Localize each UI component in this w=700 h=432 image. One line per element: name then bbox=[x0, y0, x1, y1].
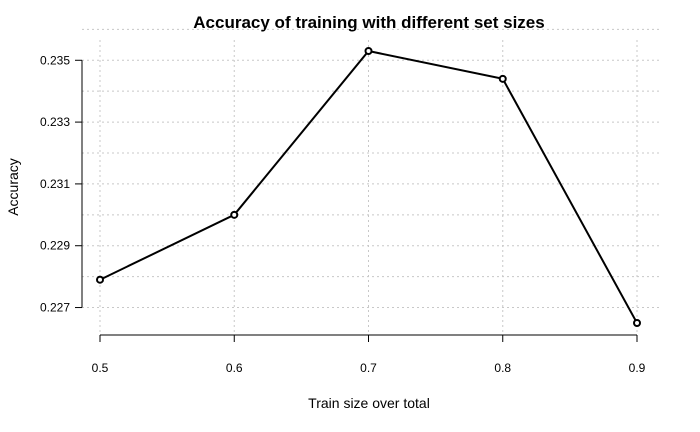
x-axis-label: Train size over total bbox=[308, 395, 430, 411]
data-point bbox=[96, 275, 104, 284]
y-tick-label: 0.233 bbox=[40, 115, 70, 129]
y-tick-label: 0.227 bbox=[40, 301, 70, 315]
x-tick-label: 0.7 bbox=[360, 361, 377, 375]
x-tick-label: 0.9 bbox=[629, 361, 646, 375]
grid bbox=[82, 28, 660, 335]
series bbox=[96, 47, 641, 327]
x-tick-label: 0.5 bbox=[92, 361, 109, 375]
data-point bbox=[230, 210, 239, 219]
y-tick-label: 0.231 bbox=[40, 177, 70, 191]
data-point bbox=[498, 74, 507, 83]
axes: 0.5 0.6 0.7 0.8 0.9 0.227 0.229 0.231 0.233 0.235 bbox=[40, 53, 646, 375]
y-axis-label: Accuracy bbox=[5, 158, 21, 216]
x-tick-label: 0.8 bbox=[494, 361, 511, 375]
x-tick-label: 0.6 bbox=[226, 361, 243, 375]
data-point bbox=[364, 47, 373, 55]
data-point bbox=[633, 319, 641, 327]
chart-title: Accuracy of training with different set … bbox=[193, 13, 544, 32]
y-tick-label: 0.229 bbox=[40, 239, 70, 253]
y-tick-label: 0.235 bbox=[40, 53, 70, 67]
